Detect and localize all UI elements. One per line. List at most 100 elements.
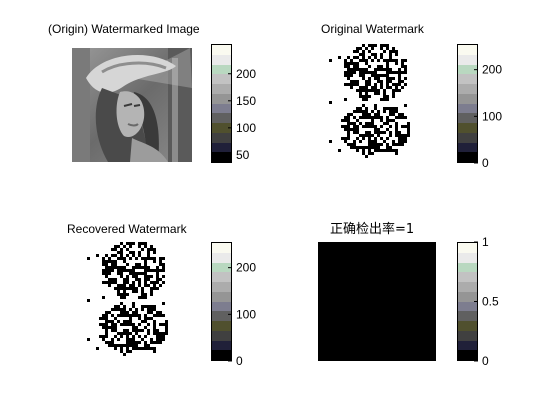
watermark-pixel — [114, 305, 117, 308]
watermark-pixel — [108, 272, 111, 275]
watermark-pixel — [377, 128, 380, 131]
watermark-pixel — [344, 128, 347, 131]
watermark-pixel — [120, 287, 123, 290]
watermark-pixel — [159, 332, 162, 335]
colorbar-tick-label: 50 — [236, 148, 250, 162]
watermark-pixel — [365, 62, 368, 65]
watermark-pixel — [371, 74, 374, 77]
watermark-pixel — [380, 116, 383, 119]
watermark-pixel — [108, 284, 111, 287]
watermark-pixel — [126, 269, 129, 272]
colorbar-tick-label: 200 — [236, 67, 256, 81]
watermark-pixel — [365, 47, 368, 50]
watermark-pixel — [111, 341, 114, 344]
watermark-pixel — [114, 347, 117, 350]
watermark-pixel — [87, 299, 90, 302]
watermark-pixel — [147, 323, 150, 326]
colorbar-tick-label: 0 — [482, 156, 489, 170]
watermark-pixel — [380, 68, 383, 71]
watermark-pixel — [144, 344, 147, 347]
watermark-pixel — [362, 152, 365, 155]
watermark-pixel — [353, 83, 356, 86]
watermark-pixel — [132, 275, 135, 278]
watermark-pixel — [398, 74, 401, 77]
watermark-pixel — [144, 284, 147, 287]
colorbar-band — [212, 340, 231, 351]
watermark-pixel — [120, 314, 123, 317]
watermark-pixel — [386, 83, 389, 86]
watermark-pixel — [398, 131, 401, 134]
watermark-pixel — [120, 347, 123, 350]
watermark-pixel — [159, 263, 162, 266]
watermark-pixel — [141, 257, 144, 260]
watermark-pixel — [117, 293, 120, 296]
colorbar-band — [458, 54, 477, 65]
watermark-pixel — [368, 131, 371, 134]
watermark-pixel — [135, 278, 138, 281]
watermark-pixel — [105, 254, 108, 257]
colorbar-band — [212, 142, 231, 153]
colorbar-tick-label: 100 — [236, 121, 256, 135]
watermark-pixel — [359, 140, 362, 143]
watermark-pixel — [165, 329, 168, 332]
watermark-pixel — [150, 338, 153, 341]
watermark-pixel — [114, 317, 117, 320]
watermark-pixel — [129, 257, 132, 260]
watermark-pixel — [398, 116, 401, 119]
watermark-pixel — [365, 122, 368, 125]
colorbar-band — [212, 74, 231, 84]
watermark-pixel — [147, 251, 150, 254]
watermark-pixel — [386, 86, 389, 89]
watermark-pixel — [144, 314, 147, 317]
watermark-pixel — [386, 107, 389, 110]
watermark-pixel — [135, 314, 138, 317]
watermark-pixel — [347, 83, 350, 86]
watermark-pixel — [398, 71, 401, 74]
watermark-pixel — [380, 74, 383, 77]
watermark-pixel — [102, 257, 105, 260]
watermark-pixel — [165, 323, 168, 326]
watermark-pixel — [350, 68, 353, 71]
watermark-pixel — [108, 257, 111, 260]
watermark-pixel — [111, 323, 114, 326]
watermark-pixel — [362, 137, 365, 140]
watermark-pixel — [105, 281, 108, 284]
watermark-pixel — [401, 80, 404, 83]
watermark-pixel — [401, 71, 404, 74]
watermark-pixel — [126, 275, 129, 278]
watermark-pixel — [404, 140, 407, 143]
watermark-pixel — [383, 122, 386, 125]
watermark-pixel — [129, 323, 132, 326]
watermark-pixel — [123, 314, 126, 317]
watermark-pixel — [368, 113, 371, 116]
watermark-pixel — [398, 68, 401, 71]
watermark-pixel — [105, 314, 108, 317]
watermark-pixel — [141, 308, 144, 311]
watermark-pixel — [111, 329, 114, 332]
watermark-pixel — [144, 275, 147, 278]
watermark-pixel — [356, 131, 359, 134]
watermark-pixel — [386, 98, 389, 101]
watermark-pixel — [395, 83, 398, 86]
watermark-pixel — [365, 134, 368, 137]
watermark-pixel — [347, 122, 350, 125]
watermark-pixel — [126, 329, 129, 332]
watermark-pixel — [389, 77, 392, 80]
watermark-pixel — [117, 338, 120, 341]
watermark-pixel — [162, 269, 165, 272]
watermark-pixel — [359, 92, 362, 95]
watermark-pixel — [126, 311, 129, 314]
watermark-pixel — [356, 89, 359, 92]
watermark-pixel — [129, 332, 132, 335]
watermark-pixel — [132, 344, 135, 347]
watermark-pixel — [144, 242, 147, 245]
watermark-pixel — [368, 140, 371, 143]
watermark-pixel — [374, 53, 377, 56]
watermark-pixel — [371, 143, 374, 146]
watermark-pixel — [105, 320, 108, 323]
watermark-pixel — [111, 281, 114, 284]
watermark-pixel — [111, 338, 114, 341]
watermark-pixel — [380, 80, 383, 83]
watermark-pixel — [347, 143, 350, 146]
colorbar-band — [212, 291, 231, 302]
